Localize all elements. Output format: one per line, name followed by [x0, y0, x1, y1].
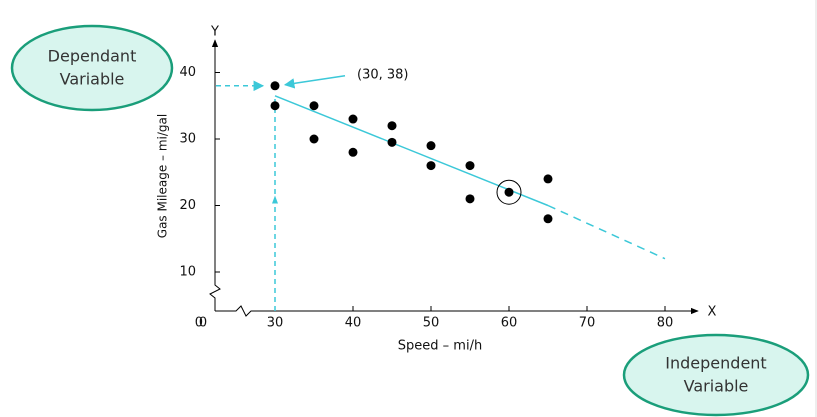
point-annotation: (30, 38) — [357, 67, 409, 82]
guide-arrowhead — [272, 195, 278, 204]
point — [270, 101, 280, 111]
y-axis-letter: Y — [210, 25, 219, 40]
x-axis-label: Speed – mi/h — [398, 339, 482, 354]
x-tick-label: 70 — [579, 316, 596, 331]
callout-text: Variable — [684, 377, 749, 396]
point — [504, 187, 514, 197]
point — [387, 137, 397, 147]
highlight-ring — [496, 179, 522, 205]
point — [465, 194, 475, 204]
point — [348, 114, 358, 124]
point — [387, 121, 397, 131]
x-axis — [215, 305, 699, 317]
y-axis — [209, 39, 221, 311]
trend-extension — [547, 204, 666, 260]
callout-bubble — [10, 24, 174, 112]
callout-right: Independent Variable — [622, 333, 810, 417]
point — [426, 141, 436, 151]
y-tick-label: 30 — [179, 132, 196, 147]
y-tick-label: 40 — [179, 65, 196, 80]
x-axis-letter: X — [708, 305, 717, 320]
y-tick-label: 0 — [195, 316, 203, 331]
point — [309, 101, 319, 111]
x-tick-label: 40 — [345, 316, 362, 331]
y-tick-label: 10 — [179, 265, 196, 280]
point — [348, 147, 358, 157]
point — [543, 174, 553, 184]
x-tick-label: 30 — [267, 316, 284, 331]
x-tick-label: 60 — [501, 316, 518, 331]
point — [465, 161, 475, 171]
callout-left: Dependant Variable — [10, 24, 174, 112]
trend-line — [274, 95, 549, 207]
y-tick-label: 20 — [179, 198, 196, 213]
callout-text: Independent — [665, 354, 766, 373]
callout-text: Dependant — [48, 47, 137, 66]
point — [426, 161, 436, 171]
callout-text: Variable — [60, 70, 125, 89]
callout-bubble — [622, 333, 810, 417]
point — [543, 214, 553, 224]
annotation-arrow — [283, 75, 346, 89]
x-tick-label: 80 — [657, 316, 674, 331]
y-axis-label: Gas Mileage – mi/gal — [156, 114, 170, 238]
x-tick-label: 50 — [423, 316, 440, 331]
point — [270, 81, 280, 91]
x-tick-label: 0 — [199, 316, 207, 331]
point — [309, 134, 319, 144]
